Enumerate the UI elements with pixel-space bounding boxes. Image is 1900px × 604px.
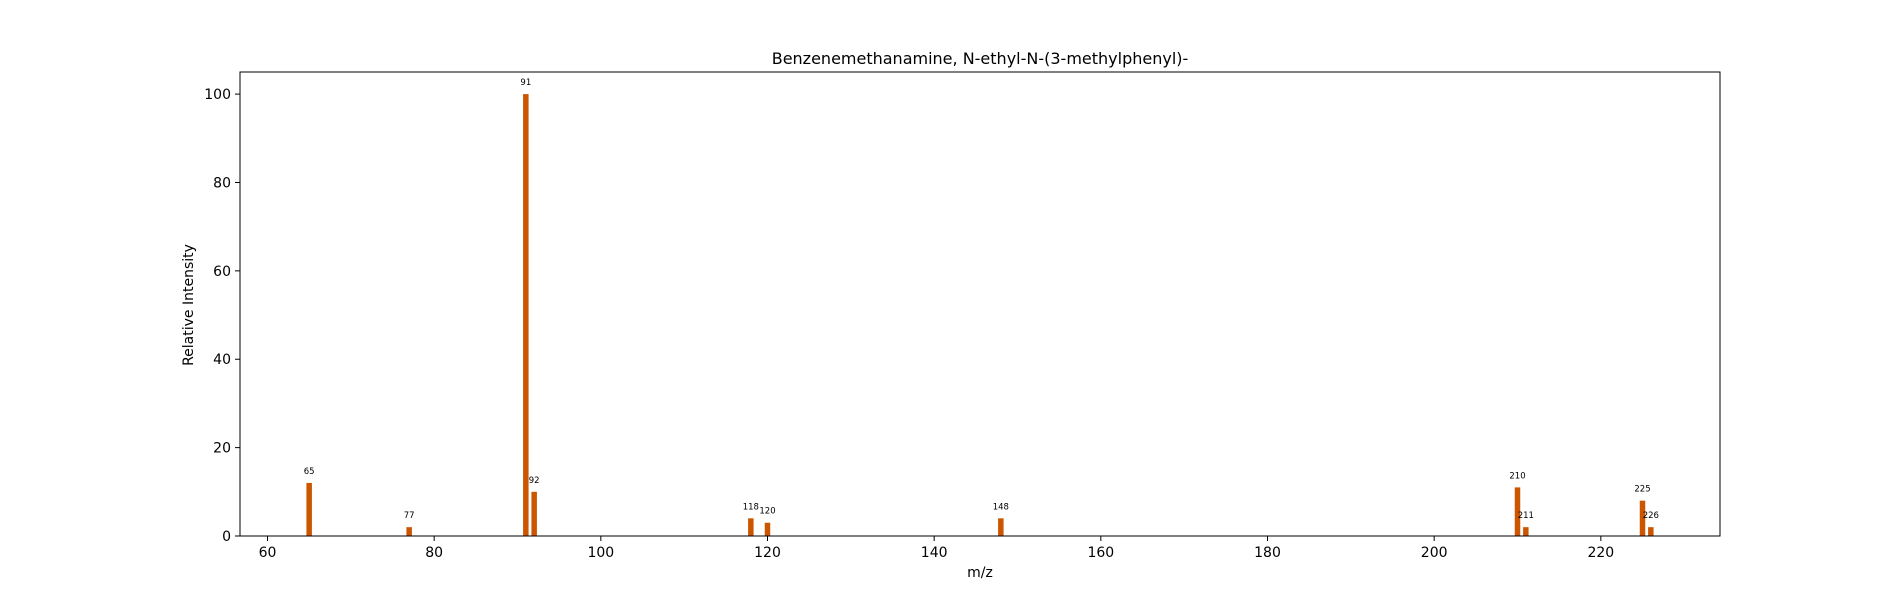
bars-group — [306, 94, 1654, 536]
peak-bar-225 — [1639, 500, 1646, 536]
peak-bar-91 — [523, 94, 529, 536]
peak-label-120: 120 — [759, 507, 775, 517]
peak-label-77: 77 — [404, 511, 415, 521]
peak-label-65: 65 — [304, 467, 315, 477]
peak-bar-118 — [748, 518, 754, 536]
y-axis-label: Relative Intensity — [181, 244, 197, 366]
peak-label-91: 91 — [520, 78, 531, 88]
x-tick-label: 220 — [1587, 545, 1614, 561]
x-tick-label: 100 — [587, 545, 614, 561]
plot-frame — [239, 71, 1721, 537]
x-tick-label: 160 — [1087, 545, 1114, 561]
peak-bar-120 — [764, 522, 771, 536]
peak-bar-226 — [1648, 527, 1654, 536]
peak-label-226: 226 — [1643, 511, 1659, 521]
peak-bar-210 — [1514, 487, 1521, 536]
y-tick-label: 20 — [213, 441, 231, 457]
peak-label-118: 118 — [743, 502, 759, 512]
y-axis-ticks: 0 20 40 60 80 100 — [204, 87, 240, 545]
peak-bar-148 — [998, 518, 1004, 536]
x-tick-label: 200 — [1421, 545, 1448, 561]
peak-label-148: 148 — [993, 502, 1009, 512]
chart-title: Benzenemethanamine, N-ethyl-N-(3-methylp… — [772, 49, 1189, 68]
x-tick-label: 60 — [259, 545, 277, 561]
peak-bar-77 — [406, 527, 412, 536]
x-axis-label: m/z — [967, 565, 993, 581]
peak-labels-group: 65 77 91 92 118 120 148 210 211 225 226 — [304, 78, 1659, 521]
peak-bar-211 — [1523, 527, 1529, 536]
peak-label-92: 92 — [529, 476, 540, 486]
x-tick-label: 180 — [1254, 545, 1281, 561]
peak-label-211: 211 — [1518, 511, 1534, 521]
y-tick-label: 100 — [204, 87, 231, 103]
peak-label-210: 210 — [1509, 471, 1525, 481]
y-tick-label: 40 — [213, 352, 231, 368]
y-tick-label: 0 — [222, 529, 231, 545]
y-tick-label: 60 — [213, 264, 231, 280]
x-tick-label: 140 — [921, 545, 948, 561]
y-tick-label: 80 — [213, 175, 231, 191]
peak-bar-92 — [531, 491, 537, 536]
peak-bar-65 — [306, 482, 312, 536]
x-axis-ticks: 60 80 100 120 140 160 180 200 220 — [259, 536, 1614, 561]
peak-label-225: 225 — [1634, 485, 1650, 495]
x-tick-label: 80 — [425, 545, 443, 561]
x-tick-label: 120 — [754, 545, 781, 561]
